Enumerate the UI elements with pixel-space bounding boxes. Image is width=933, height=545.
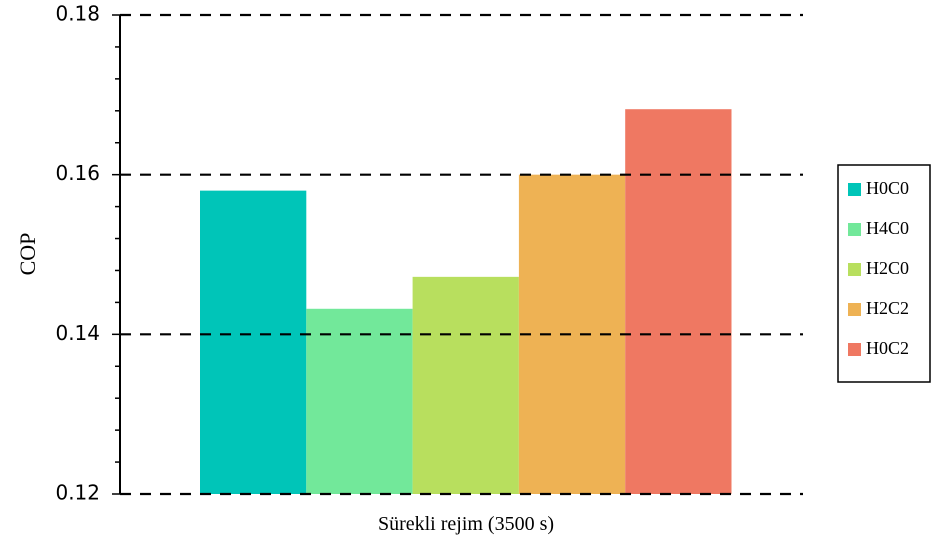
grid-lines — [120, 13, 803, 496]
legend-label: H0C2 — [866, 338, 909, 358]
legend-label: H4C0 — [866, 218, 909, 238]
y-tick-label: 0.16 — [55, 161, 100, 185]
x-axis-title: Sürekli rejim (3500 s) — [378, 513, 554, 535]
legend-swatch — [848, 343, 861, 356]
legend-swatch — [848, 263, 861, 276]
legend-swatch — [848, 183, 861, 196]
y-axis-title: COP — [15, 233, 40, 276]
y-tick-label: 0.18 — [55, 2, 100, 26]
legend-label: H2C0 — [866, 258, 909, 278]
y-axis — [112, 14, 121, 495]
legend-label: H2C2 — [866, 298, 909, 318]
bar-h0c2 — [625, 109, 732, 494]
legend-label: H0C0 — [866, 178, 909, 198]
bar-h2c0 — [412, 276, 519, 494]
bar-h0c0 — [200, 190, 307, 494]
y-tick-label: 0.12 — [55, 481, 100, 505]
legend: H0C0 H4C0 H2C0 H2C2 H0C2 — [837, 164, 931, 383]
y-tick-label: 0.14 — [55, 321, 100, 345]
legend-swatch — [848, 303, 861, 316]
legend-swatch — [848, 223, 861, 236]
y-tick-labels: 0.12 0.14 0.16 0.18 — [55, 2, 100, 505]
bar-h4c0 — [306, 308, 413, 494]
bars — [200, 109, 732, 494]
